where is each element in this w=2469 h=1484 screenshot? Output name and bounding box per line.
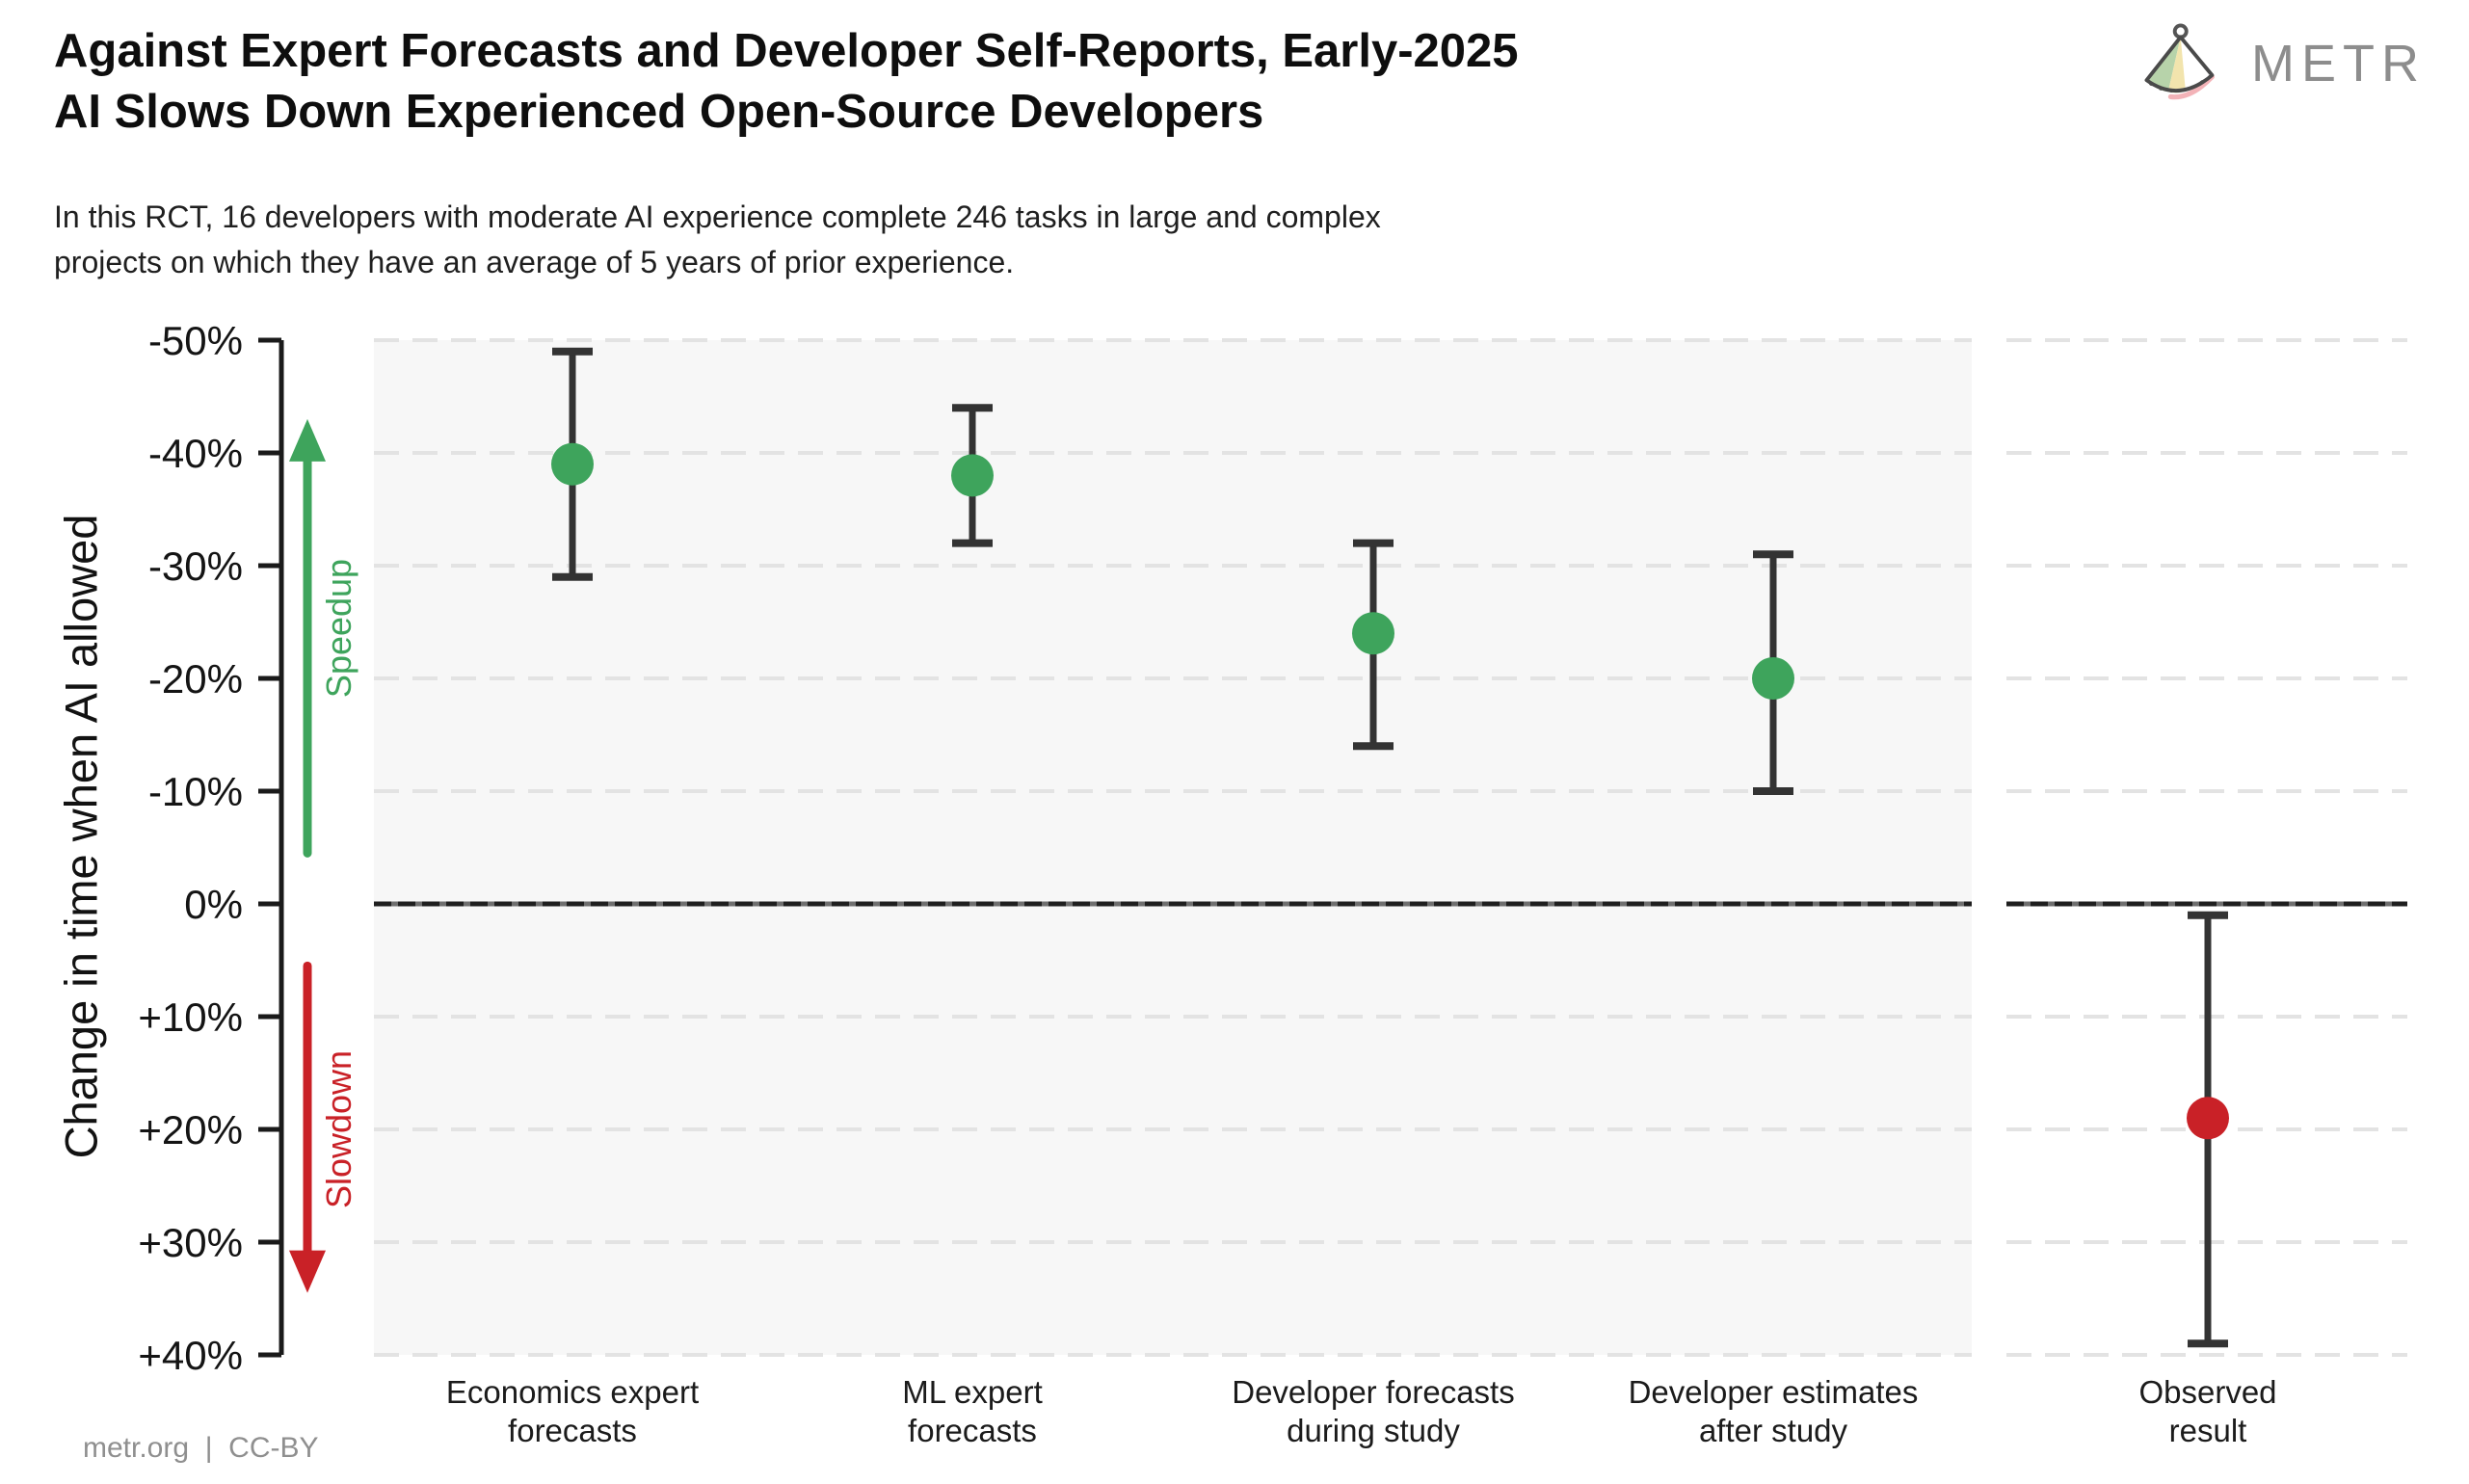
x-category-label-developer-estimates-after-study: after study [1699, 1413, 1848, 1448]
y-tick-label-50: -50% [148, 318, 243, 363]
y-tick-label-10: -10% [148, 769, 243, 814]
plot-panel [374, 340, 1972, 1355]
footer-credit: metr.org | CC-BY [83, 1432, 319, 1464]
x-category-label-observed-result: Observed [2138, 1374, 2276, 1410]
data-point-observed-result [2187, 1097, 2229, 1140]
y-tick-label-30: +30% [138, 1220, 243, 1265]
y-tick-label-40: -40% [148, 431, 243, 476]
y-tick-label-20: +20% [138, 1107, 243, 1153]
y-tick-label-30: -30% [148, 543, 243, 589]
speedup-arrow-head [289, 418, 326, 462]
x-category-label-economics-expert-forecasts: Economics expert [446, 1374, 699, 1410]
x-category-label-economics-expert-forecasts: forecasts [508, 1413, 637, 1448]
data-point-economics-expert-forecasts [551, 442, 594, 486]
y-tick-label-40: +40% [138, 1333, 243, 1378]
chart-title-line2: AI Slows Down Experienced Open-Source De… [54, 86, 1264, 138]
x-category-label-ml-expert-forecasts: forecasts [908, 1413, 1037, 1448]
metr-pendulum-icon [2144, 23, 2215, 100]
chart-title: Against Expert Forecasts and Developer S… [54, 21, 1519, 143]
y-tick-label-10: +10% [138, 994, 243, 1040]
x-category-label-developer-forecasts-during-study: during study [1287, 1413, 1460, 1448]
chart-subtitle: In this RCT, 16 developers with moderate… [54, 195, 1381, 285]
brand-text: METR [2251, 35, 2426, 93]
data-point-developer-forecasts-during-study [1352, 612, 1394, 655]
y-tick-label-0: 0% [184, 882, 243, 927]
x-category-label-developer-forecasts-during-study: Developer forecasts [1232, 1374, 1514, 1410]
x-category-label-ml-expert-forecasts: ML expert [902, 1374, 1043, 1410]
x-category-label-observed-result: result [2169, 1413, 2247, 1448]
chart-subtitle-line2: projects on which they have an average o… [54, 245, 1015, 279]
metr-logo: METR [2137, 10, 2426, 118]
slowdown-arrow-head [289, 1250, 326, 1293]
x-category-label-developer-estimates-after-study: Developer estimates [1629, 1374, 1919, 1410]
chart-title-line1: Against Expert Forecasts and Developer S… [54, 25, 1519, 77]
chart-subtitle-line1: In this RCT, 16 developers with moderate… [54, 199, 1381, 234]
data-point-developer-estimates-after-study [1752, 657, 1794, 700]
y-tick-label-20: -20% [148, 656, 243, 702]
data-point-ml-expert-forecasts [951, 454, 994, 497]
